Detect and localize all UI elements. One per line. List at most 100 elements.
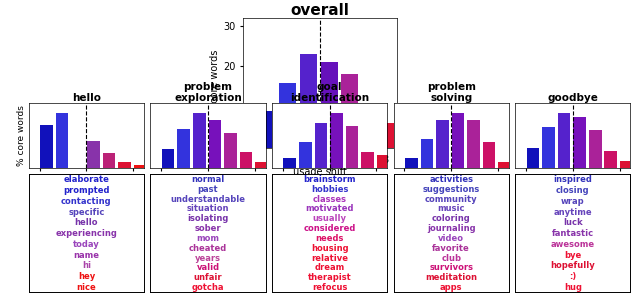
Text: situation: situation	[187, 204, 229, 214]
Text: survivors: survivors	[429, 263, 473, 273]
Text: community: community	[425, 195, 477, 204]
Text: closing: closing	[556, 186, 589, 195]
Text: specific: specific	[68, 208, 104, 217]
Bar	[134, 165, 147, 168]
Text: brainstorm: brainstorm	[303, 175, 356, 184]
Text: hi: hi	[82, 261, 91, 270]
Title: problem
exploration: problem exploration	[174, 82, 242, 103]
Text: :): :)	[569, 272, 577, 281]
Bar	[527, 148, 540, 168]
Bar	[436, 119, 449, 168]
Bar	[420, 139, 433, 168]
Bar	[330, 113, 343, 168]
Text: understandable: understandable	[170, 195, 246, 204]
Text: valid: valid	[196, 263, 220, 273]
Text: nice: nice	[77, 283, 96, 292]
Bar	[558, 113, 570, 168]
Text: unfair: unfair	[194, 273, 222, 282]
Bar	[300, 54, 317, 148]
Text: apps: apps	[440, 283, 463, 292]
Bar	[240, 152, 252, 168]
Text: luck: luck	[563, 218, 582, 227]
Bar	[499, 162, 511, 168]
Bar	[362, 103, 379, 148]
Bar	[383, 123, 400, 148]
Text: hello: hello	[75, 218, 98, 227]
Title: overall: overall	[291, 3, 349, 18]
Bar	[255, 162, 268, 168]
Bar	[321, 62, 337, 148]
Bar	[589, 130, 602, 168]
Text: activities: activities	[429, 175, 473, 184]
Bar	[620, 161, 633, 168]
Bar	[542, 127, 555, 168]
Y-axis label: % core words: % core words	[211, 50, 220, 115]
Text: dream: dream	[314, 263, 345, 273]
Text: meditation: meditation	[425, 273, 477, 282]
Bar	[87, 141, 100, 168]
Text: classes: classes	[312, 195, 347, 204]
Text: experiencing: experiencing	[56, 229, 117, 238]
Text: journaling: journaling	[427, 224, 476, 233]
Bar	[56, 113, 68, 168]
Text: inspired: inspired	[554, 176, 592, 184]
Text: housing: housing	[311, 244, 348, 253]
Text: considered: considered	[303, 224, 356, 233]
Bar	[118, 162, 131, 168]
Text: suggestions: suggestions	[422, 185, 480, 194]
Bar	[284, 158, 296, 168]
Bar	[342, 75, 358, 148]
Text: fantastic: fantastic	[552, 229, 594, 238]
Bar	[224, 132, 237, 168]
Text: normal: normal	[191, 175, 225, 184]
Text: awesome: awesome	[551, 240, 595, 249]
Text: isolating: isolating	[188, 214, 228, 223]
Title: problem
solving: problem solving	[427, 82, 476, 103]
Text: sober: sober	[195, 224, 221, 233]
Bar	[193, 113, 205, 168]
Bar	[40, 125, 53, 168]
Text: hobbies: hobbies	[311, 185, 348, 194]
Bar	[102, 153, 115, 168]
Text: needs: needs	[316, 234, 344, 243]
Bar	[467, 119, 480, 168]
Text: cheated: cheated	[189, 244, 227, 253]
Text: wrap: wrap	[561, 197, 584, 206]
Text: years: years	[195, 254, 221, 263]
Text: name: name	[74, 250, 99, 260]
Text: anytime: anytime	[554, 208, 592, 217]
Text: music: music	[438, 204, 465, 214]
Bar	[377, 155, 390, 168]
Y-axis label: % core words: % core words	[17, 105, 26, 166]
Text: usually: usually	[312, 214, 347, 223]
Bar	[605, 151, 617, 168]
Text: hug: hug	[564, 283, 582, 292]
Title: goal
identification: goal identification	[290, 82, 369, 103]
Text: therapist: therapist	[308, 273, 351, 282]
Text: relative: relative	[311, 254, 348, 263]
Text: today: today	[73, 240, 100, 249]
Bar	[279, 83, 296, 148]
Text: club: club	[441, 254, 461, 263]
Bar	[315, 123, 327, 168]
X-axis label: usage shift: usage shift	[293, 167, 347, 176]
Bar	[573, 117, 586, 168]
Text: coloring: coloring	[432, 214, 470, 223]
Bar	[346, 126, 358, 168]
Bar	[405, 158, 418, 168]
Bar	[162, 149, 175, 168]
Text: gotcha: gotcha	[192, 283, 224, 292]
Bar	[299, 142, 312, 168]
Text: refocus: refocus	[312, 283, 348, 292]
Text: contacting: contacting	[61, 197, 112, 206]
Text: motivated: motivated	[305, 204, 354, 214]
Bar	[452, 113, 465, 168]
Text: elaborate: elaborate	[63, 176, 109, 184]
Text: bye: bye	[564, 250, 581, 260]
Text: past: past	[198, 185, 218, 194]
Text: hey: hey	[78, 272, 95, 281]
Title: hello: hello	[72, 93, 101, 103]
Text: prompted: prompted	[63, 186, 109, 195]
Text: video: video	[438, 234, 464, 243]
Bar	[483, 142, 495, 168]
